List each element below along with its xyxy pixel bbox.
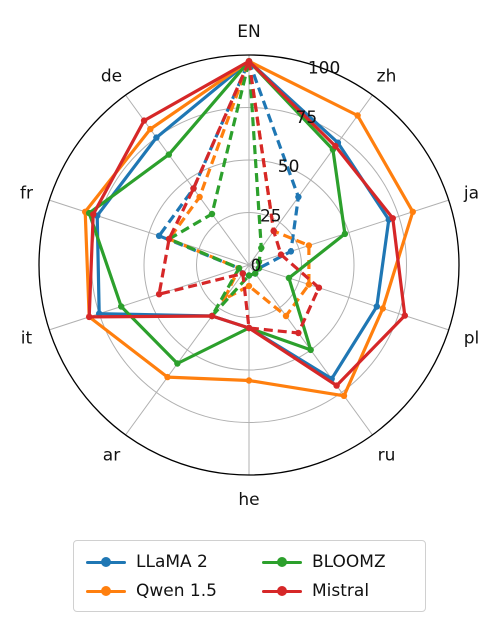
data-point — [401, 312, 408, 319]
data-point — [235, 265, 243, 272]
series-4 — [86, 58, 408, 389]
data-point — [409, 208, 416, 215]
outer-frame — [38, 54, 460, 476]
data-point — [389, 215, 396, 222]
data-point — [282, 312, 290, 320]
data-point — [285, 274, 293, 282]
data-point — [245, 58, 253, 65]
radar-series — [82, 58, 416, 399]
data-point — [373, 303, 380, 310]
legend-swatch-series-4 — [262, 584, 302, 598]
legend-item-series-1: LLaMA 2 — [86, 550, 208, 574]
data-point — [164, 373, 171, 381]
data-point — [165, 151, 172, 158]
axis-label-ar: ar — [103, 445, 120, 465]
radial-tick-label: 25 — [260, 207, 282, 227]
radial-tick-label: 0 — [251, 256, 262, 276]
data-point — [287, 248, 295, 255]
axis-label-pl: pl — [464, 328, 480, 348]
data-point — [315, 284, 323, 291]
data-point — [155, 291, 163, 298]
legend-label-series-1: LLaMA 2 — [136, 552, 208, 572]
data-point — [140, 117, 148, 124]
ring-gridline — [143, 159, 355, 371]
data-point — [208, 312, 216, 320]
data-point — [258, 244, 265, 252]
data-point — [255, 265, 263, 272]
series-1 — [94, 58, 392, 382]
axis-label-it: it — [21, 328, 33, 348]
data-point — [155, 232, 163, 239]
data-point — [153, 134, 160, 141]
data-point — [86, 313, 93, 321]
legend-item-series-3: BLOOMZ — [262, 550, 386, 574]
series-line-dashed — [157, 60, 321, 335]
radial-tick-label: 100 — [308, 58, 340, 78]
legend-swatch-series-2 — [86, 584, 126, 598]
data-point — [245, 272, 253, 279]
axis-label-ja: ja — [463, 184, 479, 204]
series-2 — [82, 58, 416, 399]
series-line-dashed — [167, 60, 263, 318]
radial-tick-label: 50 — [278, 157, 300, 177]
legend-item-series-4: Mistral — [262, 579, 369, 603]
data-point — [118, 303, 125, 310]
data-point — [305, 281, 313, 288]
data-point — [239, 270, 246, 277]
axis-label-zh: zh — [377, 67, 397, 87]
data-point — [379, 305, 386, 312]
data-point — [305, 242, 313, 249]
legend-label-series-2: Qwen 1.5 — [136, 581, 217, 601]
data-point — [270, 227, 277, 235]
data-point — [90, 211, 97, 218]
data-point — [252, 270, 259, 277]
radial-tick-label: 75 — [296, 108, 318, 128]
data-point — [295, 193, 302, 201]
legend-label-series-4: Mistral — [312, 581, 370, 601]
series-3 — [86, 58, 349, 367]
data-point — [196, 193, 203, 201]
data-point — [354, 112, 361, 119]
legend: LLaMA 2 Qwen 1.5 BLOOMZ Mistral — [73, 540, 426, 612]
axis-label-ru: ru — [378, 445, 396, 465]
data-point — [147, 125, 154, 133]
data-point — [332, 142, 339, 150]
series-line-dashed — [167, 60, 311, 318]
axis-label-he: he — [238, 490, 259, 510]
axis-label-fr: fr — [20, 184, 33, 204]
legend-label-series-3: BLOOMZ — [312, 552, 386, 572]
data-point — [245, 282, 253, 290]
data-point — [255, 258, 263, 265]
data-point — [165, 235, 173, 243]
legend-item-series-2: Qwen 1.5 — [86, 579, 217, 603]
legend-swatch-series-3 — [262, 555, 302, 569]
legend-swatch-series-1 — [86, 555, 126, 569]
data-point — [245, 377, 253, 384]
radar-labels: EN zh ja pl ru he ar it fr de 0 25 50 75 100 — [20, 22, 479, 510]
data-point — [307, 346, 314, 354]
axis-label-de: de — [101, 67, 122, 87]
data-point — [174, 360, 181, 367]
axis-label-EN: EN — [237, 22, 260, 42]
series-line-dashed — [157, 60, 300, 278]
data-point — [340, 392, 348, 399]
data-point — [341, 230, 349, 238]
data-point — [245, 324, 253, 332]
data-point — [190, 185, 197, 192]
data-point — [295, 329, 302, 337]
data-point — [277, 251, 285, 258]
data-point — [333, 382, 340, 389]
data-point — [208, 210, 216, 218]
